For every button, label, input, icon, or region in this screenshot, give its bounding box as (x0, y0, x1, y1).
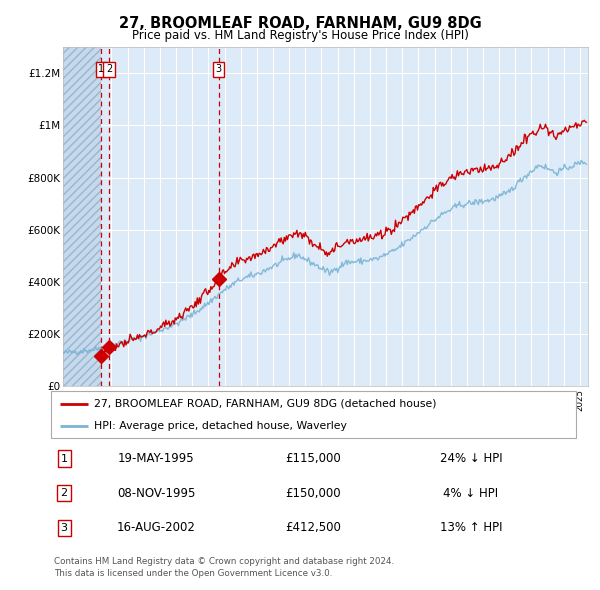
Text: £115,000: £115,000 (286, 452, 341, 465)
Text: 27, BROOMLEAF ROAD, FARNHAM, GU9 8DG (detached house): 27, BROOMLEAF ROAD, FARNHAM, GU9 8DG (de… (94, 399, 437, 409)
Bar (63, 47, 101, 386)
Text: 13% ↑ HPI: 13% ↑ HPI (440, 522, 502, 535)
Text: 2: 2 (61, 489, 68, 498)
Text: 27, BROOMLEAF ROAD, FARNHAM, GU9 8DG: 27, BROOMLEAF ROAD, FARNHAM, GU9 8DG (119, 16, 481, 31)
Text: HPI: Average price, detached house, Waverley: HPI: Average price, detached house, Wave… (94, 421, 347, 431)
Text: £412,500: £412,500 (286, 522, 341, 535)
Text: £150,000: £150,000 (286, 487, 341, 500)
Text: Contains HM Land Registry data © Crown copyright and database right 2024.: Contains HM Land Registry data © Crown c… (54, 557, 394, 566)
Text: This data is licensed under the Open Government Licence v3.0.: This data is licensed under the Open Gov… (54, 569, 332, 578)
FancyBboxPatch shape (51, 391, 576, 438)
Text: 2: 2 (106, 64, 112, 74)
Text: 4% ↓ HPI: 4% ↓ HPI (443, 487, 499, 500)
Text: 24% ↓ HPI: 24% ↓ HPI (440, 452, 502, 465)
Text: Price paid vs. HM Land Registry's House Price Index (HPI): Price paid vs. HM Land Registry's House … (131, 29, 469, 42)
Text: 16-AUG-2002: 16-AUG-2002 (116, 522, 196, 535)
Text: 19-MAY-1995: 19-MAY-1995 (118, 452, 194, 465)
Bar (63, 47, 101, 386)
Text: 1: 1 (98, 64, 104, 74)
Text: 3: 3 (215, 64, 221, 74)
Text: 1: 1 (61, 454, 68, 464)
Text: 08-NOV-1995: 08-NOV-1995 (117, 487, 195, 500)
Text: 3: 3 (61, 523, 68, 533)
